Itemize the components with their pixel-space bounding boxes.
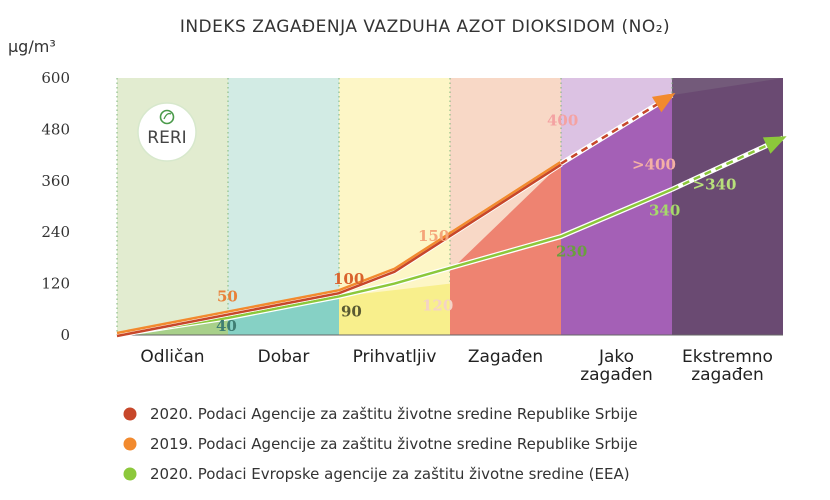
series-eea-dashed xyxy=(671,136,784,191)
reri-logo: RERI xyxy=(137,102,197,162)
logo-text: RERI xyxy=(147,128,186,148)
legend-marker xyxy=(123,407,137,421)
x-tick-label: Prihvatljiv xyxy=(353,347,437,367)
series-2020-line xyxy=(116,163,562,338)
leaf-stem-icon xyxy=(163,112,172,120)
series-eea-arrow xyxy=(762,136,787,154)
legend-label: 2020. Podaci Evropske agencije za zaštit… xyxy=(150,465,630,483)
x-tick-label: Ekstremno zagađen xyxy=(682,347,773,385)
x-axis: Odličan Dobar Prihvatljiv Zagađen Jako zagađe… xyxy=(140,347,773,385)
data-label: 120 xyxy=(422,297,453,315)
data-label: 150 xyxy=(418,227,449,245)
x-tick-label: Odličan xyxy=(140,347,204,367)
y-tick-label: 480 xyxy=(41,120,70,138)
y-tick-label: 240 xyxy=(41,223,70,241)
y-tick-label: 0 xyxy=(60,326,70,344)
leaf-icon xyxy=(159,109,175,125)
data-labels: 50 100 150 400 >400 40 90 120 230 340 >340 xyxy=(216,112,736,335)
x-tick-label: Dobar xyxy=(258,347,310,367)
category-fill-3 xyxy=(339,283,450,335)
data-label: 340 xyxy=(649,201,680,219)
data-label: 230 xyxy=(556,242,587,260)
x-tick-label: Zagađen xyxy=(468,347,543,367)
data-label: 90 xyxy=(341,302,362,320)
y-tick-label: 120 xyxy=(41,275,70,293)
series-lines xyxy=(116,93,787,338)
category-fill-2 xyxy=(228,296,339,335)
data-label: 50 xyxy=(217,288,238,306)
category-fill-extra xyxy=(672,78,783,335)
y-tick-label: 600 xyxy=(41,69,70,87)
category-band-2 xyxy=(228,78,339,335)
chart-title: INDEKS ZAGAĐENJA VAZDUHA AZOT DIOKSIDOM … xyxy=(180,17,670,37)
series-2020-arrow xyxy=(651,93,676,113)
legend: 2020. Podaci Agencije za zaštitu životne… xyxy=(123,405,638,483)
category-fills xyxy=(117,78,783,335)
legend-label: 2020. Podaci Agencije za zaštitu životne… xyxy=(150,405,638,423)
data-label: >340 xyxy=(693,175,737,193)
legend-marker xyxy=(123,437,137,451)
legend-label: 2019. Podaci Agencije za zaštitu životne… xyxy=(150,435,638,453)
y-axis-unit: µg/m³ xyxy=(8,37,56,56)
y-tick-label: 360 xyxy=(41,172,70,190)
y-axis: 0 120 240 360 480 600 xyxy=(41,69,783,344)
data-label: >400 xyxy=(632,156,676,174)
series-eea-line xyxy=(116,188,673,337)
legend-marker xyxy=(123,467,137,481)
series-2019-line xyxy=(116,160,562,335)
category-fill-4 xyxy=(450,163,561,335)
logo-circle xyxy=(137,102,197,162)
data-label: 400 xyxy=(547,112,578,130)
series-2020-dashed xyxy=(560,94,673,165)
data-label: 100 xyxy=(333,270,364,288)
x-tick-label: Jako zagađen xyxy=(580,347,653,385)
data-label: 40 xyxy=(216,317,237,335)
